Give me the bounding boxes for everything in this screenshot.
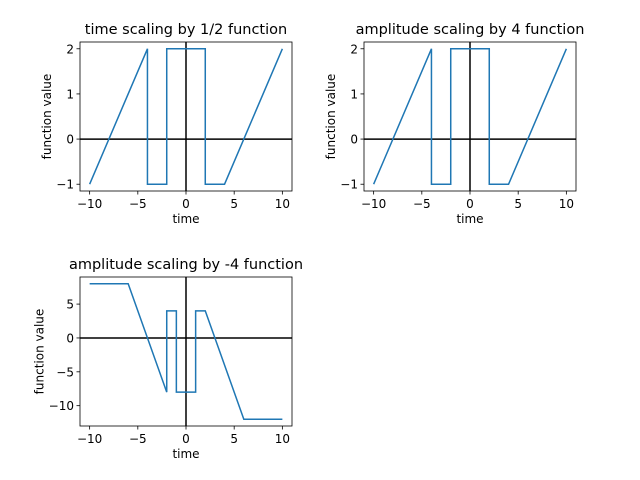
y-tick-label: 0 bbox=[350, 133, 358, 147]
series-line-1 bbox=[89, 283, 283, 420]
y-tick-label: −5 bbox=[56, 365, 74, 379]
y-tick-label: 5 bbox=[66, 298, 74, 312]
y-tick-label: −1 bbox=[340, 178, 358, 192]
y-tick-label: −10 bbox=[49, 399, 74, 413]
x-tick-label: −10 bbox=[77, 432, 102, 446]
x-tick-label: −5 bbox=[413, 197, 431, 211]
x-axis-label: time bbox=[172, 212, 199, 226]
series-line-1 bbox=[88, 48, 284, 185]
y-tick-label: 0 bbox=[66, 133, 74, 147]
x-tick-label: 5 bbox=[230, 432, 238, 446]
chart-title: amplitude scaling by 4 function bbox=[356, 22, 585, 38]
y-tick-label: 2 bbox=[66, 42, 74, 56]
chart-title: amplitude scaling by -4 function bbox=[69, 257, 303, 273]
series-line-1 bbox=[372, 48, 568, 185]
x-tick-label: 10 bbox=[275, 432, 290, 446]
subplot-3: −10 −5 0 5 10 −10 −5 0 5 amplitude scaling by -4 … bbox=[33, 257, 304, 461]
x-axis-label: time bbox=[456, 212, 483, 226]
x-tick-label: 10 bbox=[275, 197, 290, 211]
x-tick-label: −5 bbox=[129, 197, 147, 211]
x-tick-label: 0 bbox=[182, 432, 190, 446]
y-tick-label: 1 bbox=[66, 87, 74, 101]
x-tick-label: 0 bbox=[466, 197, 474, 211]
y-axis-label: function value bbox=[33, 309, 47, 395]
chart-title: time scaling by 1/2 function bbox=[85, 22, 287, 38]
x-tick-label: −10 bbox=[361, 197, 386, 211]
x-axis-label: time bbox=[172, 447, 199, 461]
x-tick-label: 0 bbox=[182, 197, 190, 211]
x-tick-label: −5 bbox=[129, 432, 147, 446]
y-axis-label: function value bbox=[40, 74, 54, 160]
y-tick-label: 0 bbox=[66, 331, 74, 345]
y-tick-label: 2 bbox=[350, 42, 358, 56]
y-axis-label: function value bbox=[324, 74, 338, 160]
x-tick-label: 5 bbox=[230, 197, 238, 211]
x-tick-label: 5 bbox=[514, 197, 522, 211]
y-tick-label: −1 bbox=[56, 178, 74, 192]
x-tick-label: 10 bbox=[559, 197, 574, 211]
x-tick-label: −10 bbox=[77, 197, 102, 211]
y-tick-label: 1 bbox=[350, 87, 358, 101]
